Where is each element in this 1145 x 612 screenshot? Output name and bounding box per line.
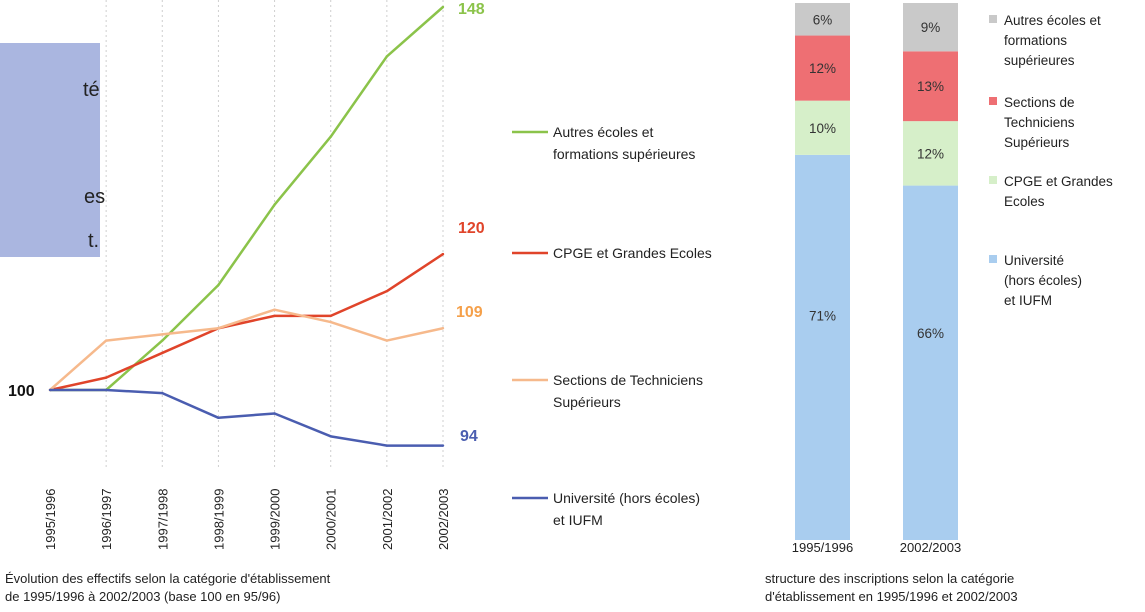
bar-segment-label: 12% bbox=[917, 146, 944, 161]
x-tick-label: 1998/1999 bbox=[211, 489, 226, 550]
overlay-text: es bbox=[84, 186, 105, 208]
legend-swatch bbox=[989, 15, 997, 23]
legend-label: Autres écoles et bbox=[1004, 13, 1101, 28]
legend-label: formations bbox=[1004, 33, 1067, 48]
overlay-panel: té es t. bbox=[0, 43, 105, 257]
data-point bbox=[217, 327, 220, 330]
data-point bbox=[273, 308, 276, 311]
series-line bbox=[50, 6, 444, 392]
bar-segment bbox=[795, 100, 850, 155]
legend-label: formations supérieures bbox=[553, 146, 695, 162]
stacked-bar-chart: 71% 10% 12% 6% 1995/1996 66% 12% 13% 9% 2002/2003… bbox=[765, 3, 1113, 604]
legend-label: CPGE et Grandes bbox=[1004, 174, 1113, 189]
legend-label: Sections de Techniciens bbox=[553, 372, 703, 388]
data-point bbox=[441, 252, 445, 256]
data-point bbox=[385, 339, 389, 342]
bar-segment bbox=[903, 51, 958, 122]
legend-swatch bbox=[989, 255, 997, 263]
data-point bbox=[385, 289, 389, 293]
legend-label: Sections de bbox=[1004, 95, 1075, 110]
legend-swatch bbox=[989, 176, 997, 184]
series-end-value-label: 120 bbox=[458, 220, 485, 237]
legend-label: et IUFM bbox=[553, 512, 603, 528]
legend-label: Université bbox=[1004, 253, 1064, 268]
bar-segment bbox=[795, 3, 850, 36]
x-tick-label: 1995/1996 bbox=[43, 489, 58, 550]
data-point bbox=[161, 391, 164, 395]
series-line bbox=[49, 308, 444, 391]
legend-swatch bbox=[989, 97, 997, 105]
data-point bbox=[329, 135, 332, 138]
data-point bbox=[441, 5, 445, 9]
legend-label: CPGE et Grandes Ecoles bbox=[553, 245, 712, 261]
legend-label: Autres écoles et bbox=[553, 124, 653, 140]
x-tick-label: 2001/2002 bbox=[380, 489, 395, 550]
bar-segment-label: 9% bbox=[921, 20, 941, 35]
data-point bbox=[104, 376, 108, 379]
data-point bbox=[273, 314, 276, 318]
x-tick-label: 1996/1997 bbox=[99, 489, 114, 550]
series-line bbox=[50, 388, 443, 447]
data-point bbox=[161, 351, 164, 355]
overlay-text: t. bbox=[88, 230, 99, 252]
bar-segment bbox=[795, 35, 850, 101]
bar-segment-label: 13% bbox=[917, 79, 944, 94]
chart-caption: Évolution des effectifs selon la catégor… bbox=[5, 571, 331, 586]
bar-segment bbox=[903, 185, 958, 540]
bar-segment bbox=[795, 154, 850, 540]
data-point bbox=[385, 55, 389, 58]
legend-label: et IUFM bbox=[1004, 293, 1052, 308]
data-point bbox=[217, 283, 220, 287]
chart-caption: d'établissement en 1995/1996 et 2002/200… bbox=[765, 589, 1018, 604]
data-point bbox=[48, 388, 52, 392]
legend-label: Supérieurs bbox=[1004, 135, 1070, 150]
series-end-value-label: 94 bbox=[460, 428, 478, 445]
legend-label: supérieures bbox=[1004, 53, 1075, 68]
bar-segment bbox=[903, 3, 958, 52]
data-point bbox=[329, 435, 332, 438]
legend-label: Techniciens bbox=[1004, 115, 1075, 130]
legend-label: (hors écoles) bbox=[1004, 273, 1082, 288]
data-point bbox=[217, 416, 220, 419]
bar-segment bbox=[903, 121, 958, 186]
x-tick-label: 1999/2000 bbox=[268, 489, 283, 550]
legend-label: Université (hors écoles) bbox=[553, 490, 700, 506]
bar-segment-label: 71% bbox=[809, 308, 836, 323]
data-point bbox=[161, 333, 164, 336]
legend-label: Supérieurs bbox=[553, 394, 621, 410]
x-tick-label: 2002/2003 bbox=[436, 489, 451, 550]
chart-caption: de 1995/1996 à 2002/2003 (base 100 en 95… bbox=[5, 589, 280, 604]
start-value-label: 100 bbox=[8, 383, 35, 400]
bar-segment-label: 12% bbox=[809, 61, 836, 76]
overlay-text: té bbox=[83, 79, 100, 101]
x-category-label: 1995/1996 bbox=[792, 540, 853, 555]
overlay-background bbox=[0, 43, 100, 257]
chart-caption: structure des inscriptions selon la caté… bbox=[765, 571, 1014, 586]
line-chart: 1995/1996 1996/1997 1997/1998 1998/1999 1999… bbox=[5, 0, 712, 604]
data-point bbox=[104, 339, 108, 342]
legend-label: Ecoles bbox=[1004, 194, 1045, 209]
series-end-value-label: 148 bbox=[458, 1, 485, 18]
x-category-label: 2002/2003 bbox=[900, 540, 961, 555]
data-point bbox=[329, 314, 332, 318]
data-point bbox=[441, 444, 445, 447]
x-tick-label: 2000/2001 bbox=[324, 489, 339, 550]
data-point bbox=[273, 412, 276, 415]
data-point bbox=[385, 444, 389, 447]
bar-segment-label: 10% bbox=[809, 121, 836, 136]
data-point bbox=[161, 339, 164, 342]
data-point bbox=[441, 327, 445, 330]
bar-segment-label: 6% bbox=[813, 12, 833, 27]
x-tick-label: 1997/1998 bbox=[155, 489, 170, 550]
data-point bbox=[273, 203, 276, 206]
bar-segment-label: 66% bbox=[917, 326, 944, 341]
series-end-value-label: 109 bbox=[456, 304, 483, 321]
data-point bbox=[104, 388, 108, 392]
series-line bbox=[49, 253, 444, 392]
data-point bbox=[329, 320, 332, 324]
